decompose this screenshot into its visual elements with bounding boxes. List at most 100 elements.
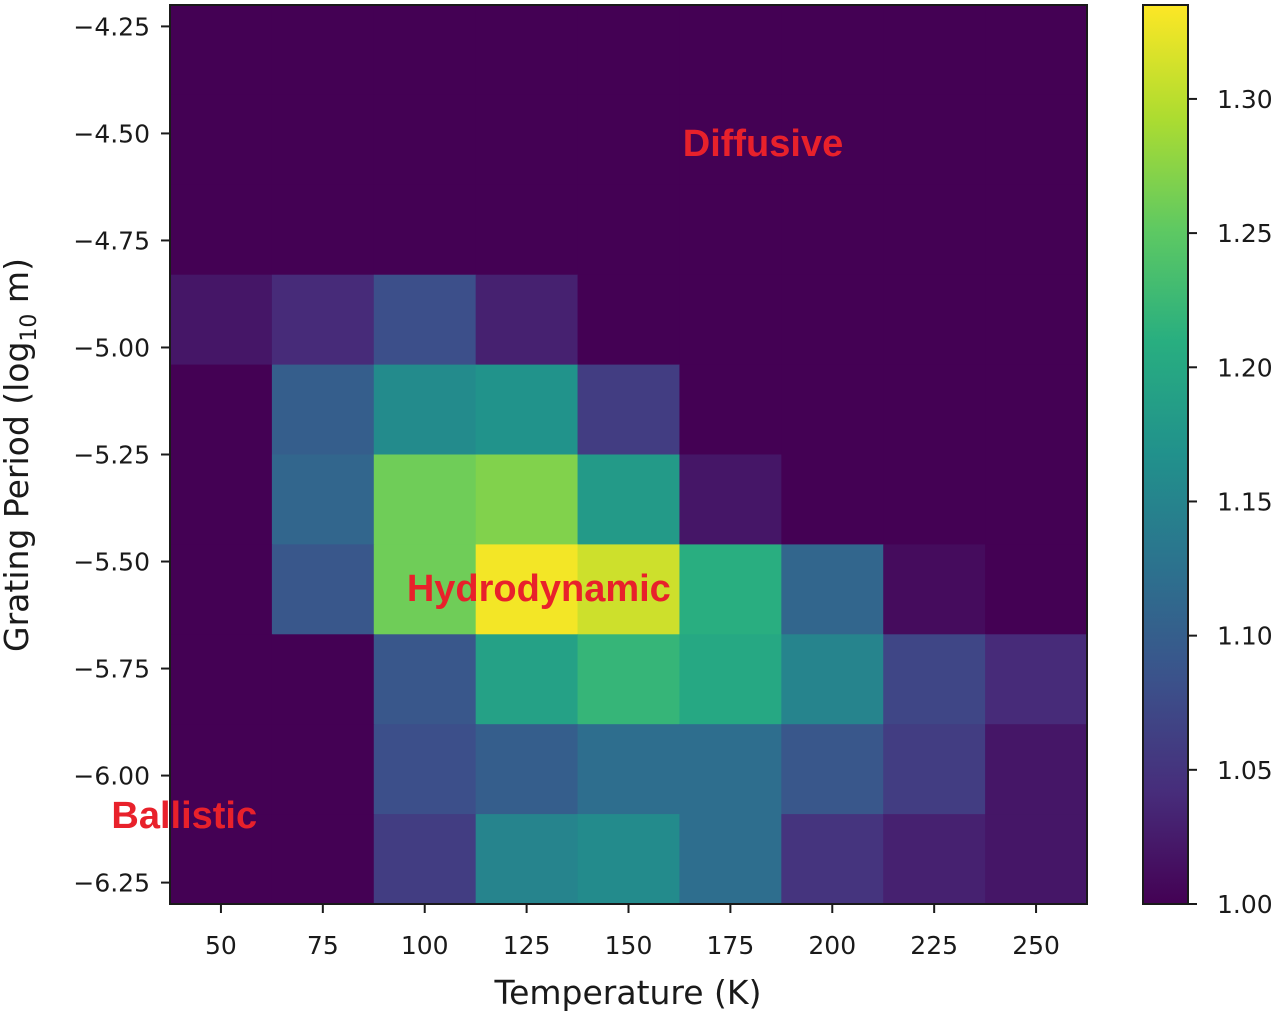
heatmap-cell [577, 814, 681, 905]
heatmap-cell [781, 634, 884, 725]
heatmap-cell [271, 364, 375, 456]
x-axis-label: Temperature (K) [494, 973, 762, 1012]
heatmap-cell [271, 814, 375, 905]
region-label: Ballistic [111, 795, 257, 837]
heatmap-cell [679, 94, 782, 186]
heatmap-cell [883, 544, 986, 635]
y-tick-label: −6.00 [73, 762, 150, 791]
colorbar-tick-label: 1.05 [1217, 756, 1273, 785]
heatmap-cell [170, 184, 273, 276]
heatmap-cell [883, 814, 986, 905]
y-tick-label: −5.25 [73, 441, 150, 470]
heatmap-cell [271, 634, 375, 725]
x-tick-label: 75 [307, 931, 339, 960]
y-tick-label: −5.75 [73, 655, 150, 684]
heatmap-cell [373, 544, 477, 635]
heatmap-cell [985, 724, 1088, 815]
heatmap-cell [577, 5, 681, 96]
x-tick-label: 250 [1012, 931, 1060, 960]
heatmap-cell [475, 184, 579, 276]
heatmap-cell [679, 814, 782, 905]
heatmap-cell [985, 634, 1088, 725]
heatmap-cell [170, 634, 273, 725]
heatmap-cell [577, 454, 681, 545]
heatmap-cell [985, 5, 1088, 96]
y-tick-label: −5.00 [73, 333, 150, 362]
heatmap-cell [781, 184, 884, 276]
heatmap-cell [883, 5, 986, 96]
heatmap-cell [373, 274, 477, 366]
y-tick-label: −4.50 [73, 119, 150, 148]
heatmap-cell [475, 724, 579, 815]
heatmap-cell [883, 94, 986, 186]
heatmap-cell [679, 634, 782, 725]
heatmap-cell [475, 634, 579, 725]
heatmap-cell [577, 364, 681, 456]
x-tick-label: 200 [808, 931, 856, 960]
heatmap-cell [271, 454, 375, 545]
heatmap-cell [679, 724, 782, 815]
heatmap-cell [577, 634, 681, 725]
heatmap-cell [170, 454, 273, 545]
y-tick-label: −5.50 [73, 548, 150, 577]
heatmap-cell [475, 364, 579, 456]
heatmap-cell [373, 94, 477, 186]
region-label: Diffusive [683, 123, 843, 165]
heatmap-cell [883, 274, 986, 366]
heatmap-cell [271, 544, 375, 635]
heatmap-cell [781, 274, 884, 366]
heatmap-cell [577, 184, 681, 276]
heatmap-cells [170, 5, 1088, 905]
heatmap-cell [577, 274, 681, 366]
heatmap-cell [883, 364, 986, 456]
x-axis-ticks: 50 75 100 125 150 175 200 225 250 [205, 904, 1060, 960]
heatmap-cell [170, 814, 273, 905]
heatmap-cell [475, 814, 579, 905]
heatmap-cell [985, 94, 1088, 186]
heatmap-cell [271, 724, 375, 815]
heatmap-cell [373, 364, 477, 456]
heatmap-cell [679, 274, 782, 366]
heatmap-cell [475, 5, 579, 96]
y-tick-label: −4.75 [73, 226, 150, 255]
heatmap-cell [883, 634, 986, 725]
region-annotations: Diffusive Hydrodynamic Ballistic [111, 123, 843, 837]
heatmap-cell [170, 724, 273, 815]
heatmap-cell [577, 724, 681, 815]
heatmap-cell [170, 5, 273, 96]
heatmap-cell [475, 94, 579, 186]
heatmap-cell [781, 454, 884, 545]
heatmap-cell [985, 544, 1088, 635]
heatmap-cell [170, 544, 273, 635]
heatmap-cell [679, 454, 782, 545]
heatmap-cell [781, 814, 884, 905]
heatmap-cell [475, 544, 579, 635]
colorbar-tick-label: 1.15 [1217, 487, 1273, 516]
heatmap-cell [577, 94, 681, 186]
colorbar-tick-label: 1.00 [1217, 890, 1273, 919]
heatmap-cell [781, 724, 884, 815]
x-tick-label: 50 [205, 931, 237, 960]
heatmap-cell [679, 544, 782, 635]
heatmap-cell [170, 364, 273, 456]
x-tick-label: 150 [605, 931, 653, 960]
heatmap-cell [271, 274, 375, 366]
heatmap-cell [271, 184, 375, 276]
heatmap-cell [373, 184, 477, 276]
region-label: Hydrodynamic [407, 568, 671, 610]
y-axis-label: Grating Period (log10 m) [0, 258, 42, 652]
heatmap-cell [781, 5, 884, 96]
x-tick-label: 125 [503, 931, 551, 960]
heatmap-cell [475, 454, 579, 545]
heatmap-cell [679, 5, 782, 96]
colorbar-tick-label: 1.25 [1217, 219, 1273, 248]
x-tick-label: 100 [401, 931, 449, 960]
heatmap-cell [373, 5, 477, 96]
x-tick-label: 175 [707, 931, 755, 960]
y-tick-label: −4.25 [73, 12, 150, 41]
heatmap-cell [271, 94, 375, 186]
heatmap-cell [373, 814, 477, 905]
heatmap-cell [679, 364, 782, 456]
heatmap-cell [985, 364, 1088, 456]
heatmap-cell [883, 184, 986, 276]
